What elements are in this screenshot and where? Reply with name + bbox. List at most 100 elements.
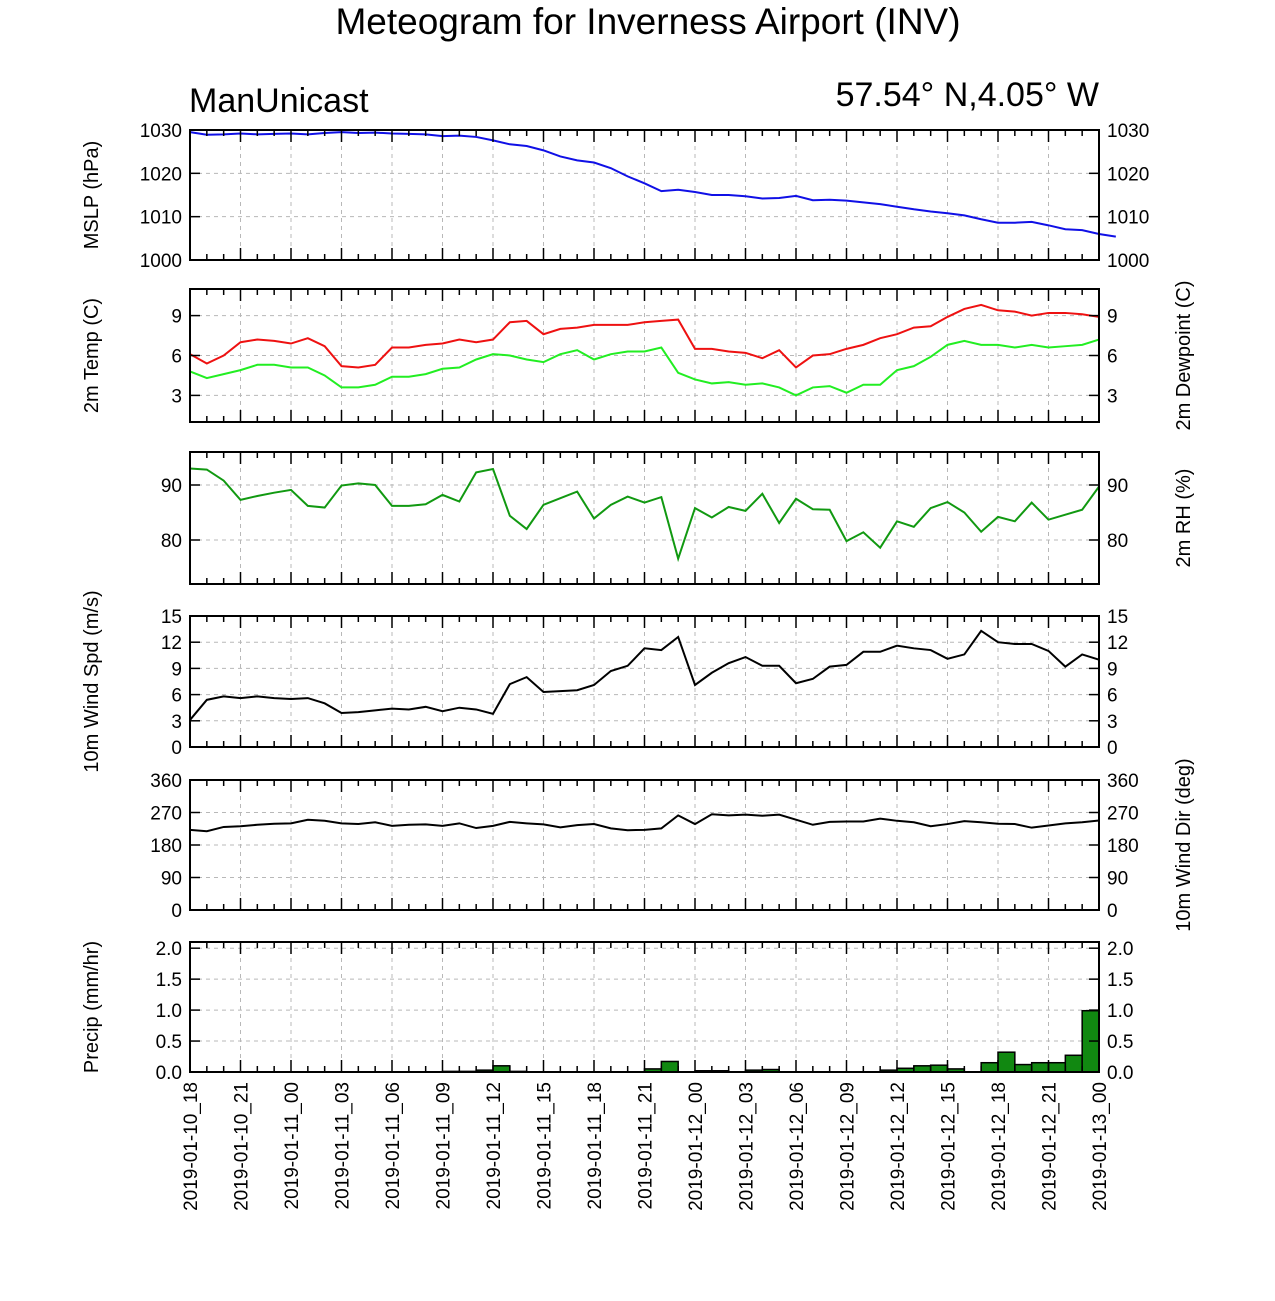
- x-tick-label: 2019-01-11_21: [636, 1082, 657, 1209]
- series-line-0: [189, 131, 1116, 238]
- x-tick-label: 2019-01-11_00: [282, 1082, 303, 1209]
- panel-0: 1000 1000 1010 1010 1020 1020 1030 1030 MSLP (hP…: [81, 121, 1149, 272]
- x-tick-label: 2019-01-12_12: [888, 1082, 909, 1211]
- precip-bar: [929, 1064, 949, 1073]
- y-tick-label-right: 1010: [1107, 208, 1149, 229]
- series-line-0: [189, 467, 1100, 563]
- y-tick-label-left: 15: [161, 607, 182, 628]
- y-tick-label-left: 1.5: [156, 970, 182, 991]
- series-line-0: [189, 303, 1100, 369]
- y-tick-label-left: 0: [171, 738, 182, 759]
- y-tick-label-left: 90: [161, 869, 182, 890]
- precip-bar: [1014, 1063, 1033, 1073]
- y-axis-title-right: 2m RH (%): [1173, 469, 1195, 568]
- station-name: ManUnicast: [189, 82, 369, 120]
- y-tick-label-right: 15: [1107, 607, 1128, 628]
- y-tick-label-right: 6: [1107, 347, 1118, 368]
- panel-4: 0 0 90 90 180 180 270 270 360 360 10m Wind Dir (de…: [150, 758, 1195, 931]
- precip-bar: [1064, 1054, 1083, 1073]
- series-line-0: [189, 629, 1100, 721]
- y-tick-label-right: 9: [1107, 659, 1118, 680]
- y-tick-label-right: 9: [1107, 307, 1118, 328]
- y-tick-label-right: 6: [1107, 686, 1118, 707]
- chart-title: Meteogram for Inverness Airport (INV): [335, 1, 960, 42]
- y-tick-label-right: 180: [1107, 836, 1139, 857]
- y-tick-label-right: 1.5: [1107, 970, 1133, 991]
- x-tick-label: 2019-01-12_15: [939, 1082, 960, 1211]
- y-tick-label-left: 90: [161, 476, 182, 497]
- y-tick-label-left: 1020: [140, 164, 182, 185]
- panel-3: 0 0 3 3 6 6 9 9 12 12 15 15 10m Wind Spd (m/s): [81, 590, 1128, 772]
- y-tick-label-right: 1000: [1107, 251, 1149, 272]
- y-tick-label-right: 3: [1107, 712, 1118, 733]
- x-tick-label: 2019-01-12_18: [989, 1082, 1010, 1211]
- precip-bar: [980, 1061, 999, 1073]
- x-tick-label: 2019-01-13_00: [1090, 1082, 1111, 1211]
- y-axis-title-right: 2m Dewpoint (C): [1173, 280, 1195, 430]
- series-line-0: [189, 813, 1100, 833]
- panel-2: 80 80 90 90 2m RH (%): [161, 451, 1195, 585]
- x-tick-label: 2019-01-11_09: [434, 1082, 455, 1209]
- station-coordinates: 57.54° N,4.05° W: [836, 76, 1099, 114]
- y-tick-label-right: 0.0: [1107, 1063, 1133, 1084]
- y-tick-label-right: 0: [1107, 738, 1118, 759]
- y-tick-label-left: 0: [171, 901, 182, 922]
- y-tick-label-left: 270: [150, 804, 182, 825]
- y-tick-label-right: 80: [1107, 531, 1128, 552]
- y-axis-title-right: 10m Wind Dir (deg): [1173, 758, 1195, 931]
- x-tick-label: 2019-01-11_18: [585, 1082, 606, 1209]
- y-axis-title-left: 2m Temp (C): [81, 298, 103, 413]
- y-tick-label-left: 1000: [140, 251, 182, 272]
- y-tick-label-left: 3: [171, 386, 182, 407]
- precip-bar: [1047, 1061, 1067, 1073]
- panel-5: 0.0 0.0 0.5 0.5 1.0 1.0 1.5 1.5 2.0 2.0 Precip (mm…: [81, 939, 1133, 1084]
- x-tick-label: 2019-01-12_09: [838, 1082, 859, 1211]
- precip-bar: [997, 1051, 1016, 1073]
- y-tick-label-left: 9: [171, 659, 182, 680]
- y-tick-label-right: 0.5: [1107, 1032, 1133, 1053]
- panels-group: 1000 1000 1010 1010 1020 1020 1030 1030 MSLP (hP…: [81, 121, 1195, 1084]
- x-tick-label: 2019-01-11_03: [333, 1082, 354, 1209]
- x-tick-label: 2019-01-11_06: [383, 1082, 404, 1209]
- y-tick-label-right: 1.0: [1107, 1001, 1133, 1022]
- x-tick-label: 2019-01-12_03: [737, 1082, 758, 1211]
- y-tick-label-right: 90: [1107, 869, 1128, 890]
- x-tick-label: 2019-01-11_15: [535, 1082, 556, 1209]
- y-tick-label-right: 2.0: [1107, 939, 1133, 960]
- x-tick-label: 2019-01-12_06: [787, 1082, 808, 1211]
- precip-bar: [660, 1060, 679, 1073]
- y-tick-label-left: 80: [161, 531, 182, 552]
- y-tick-label-left: 6: [171, 686, 182, 707]
- y-tick-label-left: 0.5: [156, 1032, 182, 1053]
- y-tick-label-left: 2.0: [156, 939, 182, 960]
- y-tick-label-right: 270: [1107, 804, 1139, 825]
- panel-1: 3 3 6 6 9 9 2m Temp (C) 2m Dewpoint (C): [81, 280, 1195, 430]
- x-tick-label: 2019-01-10_18: [181, 1082, 202, 1211]
- y-tick-label-right: 3: [1107, 386, 1118, 407]
- y-axis-title-left: 10m Wind Spd (m/s): [81, 590, 103, 772]
- y-tick-label-left: 3: [171, 712, 182, 733]
- y-axis-title-left: Precip (mm/hr): [81, 941, 103, 1073]
- y-tick-label-left: 180: [150, 836, 182, 857]
- x-tick-label: 2019-01-10_21: [232, 1082, 253, 1211]
- y-tick-label-right: 0: [1107, 901, 1118, 922]
- y-axis-title-left: MSLP (hPa): [81, 141, 103, 250]
- y-tick-label-left: 9: [171, 307, 182, 328]
- y-tick-label-left: 1010: [140, 208, 182, 229]
- y-tick-label-left: 6: [171, 347, 182, 368]
- y-tick-label-right: 1030: [1107, 121, 1149, 142]
- x-tick-label: 2019-01-12_00: [686, 1082, 707, 1211]
- y-tick-label-right: 12: [1107, 633, 1128, 654]
- series-line-1: [189, 338, 1100, 397]
- y-tick-label-left: 12: [161, 633, 182, 654]
- y-tick-label-left: 1.0: [156, 1001, 182, 1022]
- y-tick-label-right: 90: [1107, 476, 1128, 497]
- x-tick-label: 2019-01-12_21: [1040, 1082, 1061, 1211]
- y-tick-label-left: 360: [150, 771, 182, 792]
- y-tick-label-right: 360: [1107, 771, 1139, 792]
- precip-bar: [1030, 1061, 1050, 1073]
- x-tick-label: 2019-01-11_12: [484, 1082, 505, 1209]
- time-axis: 2019-01-10_18 2019-01-10_21 2019-01-11_00 2…: [181, 1082, 1111, 1211]
- y-tick-label-left: 1030: [140, 121, 182, 142]
